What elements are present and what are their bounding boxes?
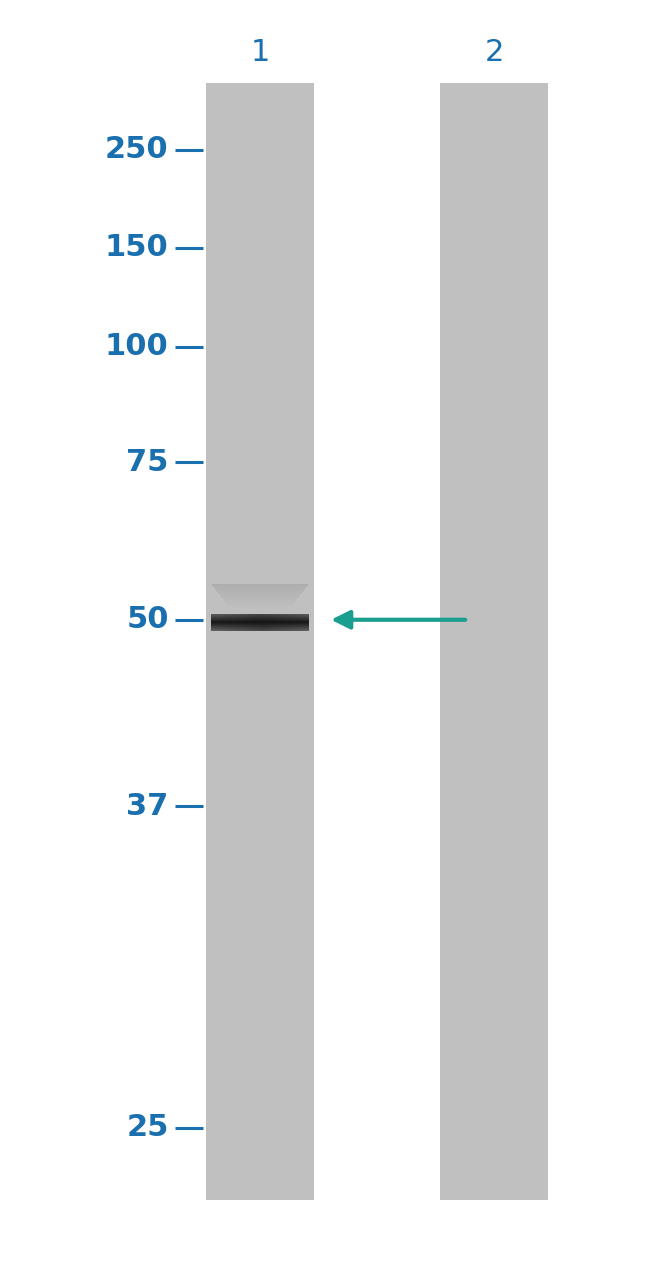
Bar xyxy=(237,613,240,630)
Bar xyxy=(270,613,273,630)
Bar xyxy=(207,83,313,1200)
Bar xyxy=(302,613,305,630)
Bar xyxy=(306,613,309,630)
Bar xyxy=(276,613,280,630)
Text: 150: 150 xyxy=(105,234,169,262)
Text: 50: 50 xyxy=(126,606,169,634)
Text: 250: 250 xyxy=(105,136,169,164)
Bar xyxy=(280,613,283,630)
Bar xyxy=(218,613,221,630)
Bar xyxy=(273,613,276,630)
Text: 37: 37 xyxy=(126,792,169,820)
Bar xyxy=(286,613,289,630)
Bar xyxy=(260,613,263,630)
Text: 2: 2 xyxy=(484,38,504,67)
Bar xyxy=(231,613,234,630)
Bar xyxy=(254,613,257,630)
Bar xyxy=(296,613,299,630)
Bar xyxy=(221,613,224,630)
Bar xyxy=(266,613,270,630)
Text: 100: 100 xyxy=(105,333,169,361)
Bar xyxy=(257,613,260,630)
Bar xyxy=(234,613,237,630)
Bar xyxy=(283,613,286,630)
Bar xyxy=(289,613,292,630)
Bar xyxy=(292,613,296,630)
Text: 75: 75 xyxy=(126,448,169,476)
Bar xyxy=(224,613,227,630)
Bar xyxy=(227,613,231,630)
Bar xyxy=(263,613,266,630)
Bar xyxy=(214,613,218,630)
Bar xyxy=(299,613,302,630)
Text: 1: 1 xyxy=(250,38,270,67)
Bar xyxy=(244,613,247,630)
Text: 25: 25 xyxy=(126,1114,169,1142)
Bar xyxy=(211,613,214,630)
Bar xyxy=(247,613,250,630)
Bar xyxy=(250,613,254,630)
Bar xyxy=(240,613,244,630)
Bar xyxy=(441,83,547,1200)
